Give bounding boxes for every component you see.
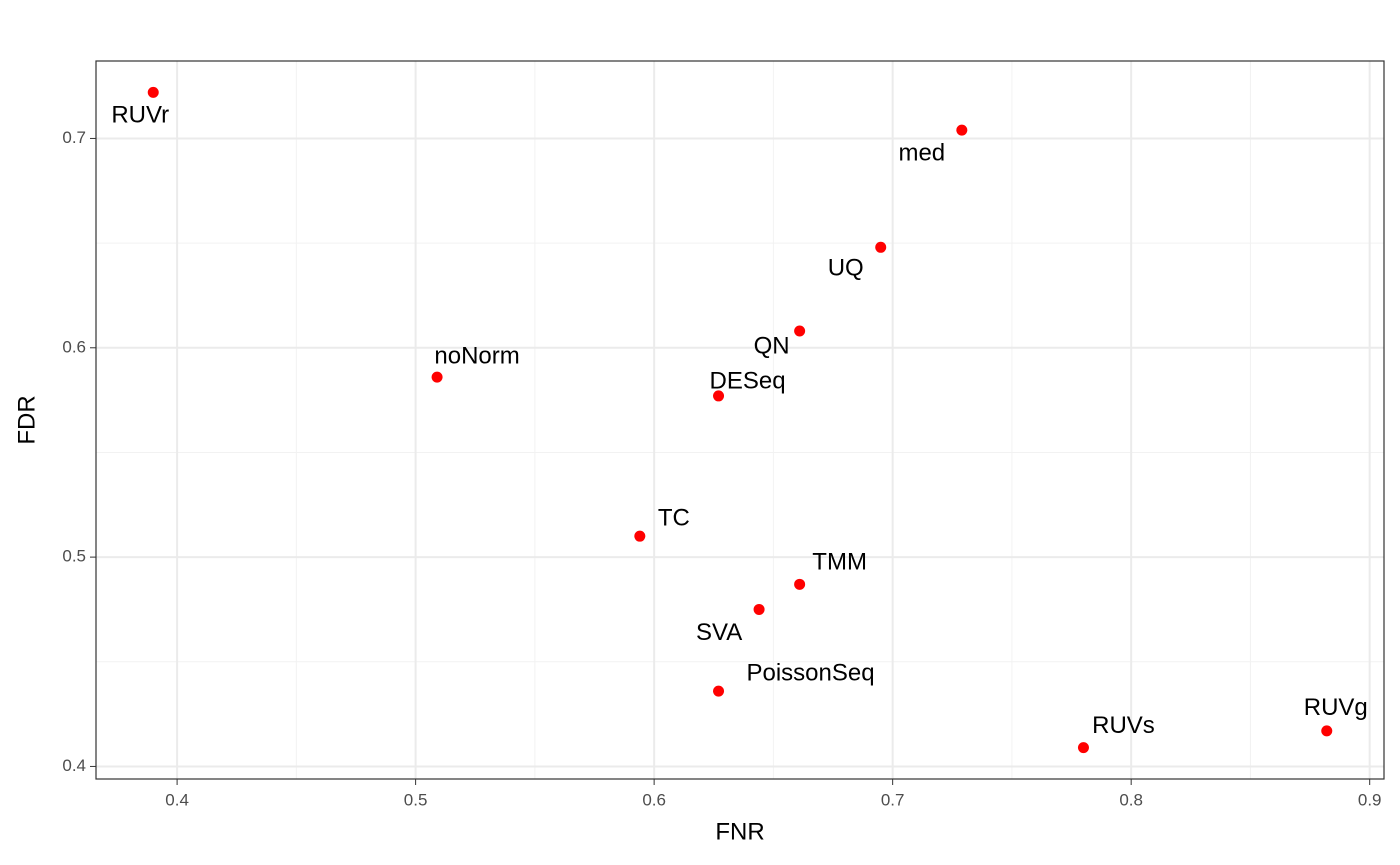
- point-label: RUVs: [1092, 712, 1155, 739]
- x-tick-label: 0.6: [642, 790, 666, 809]
- point-label: RUVg: [1304, 694, 1368, 721]
- point: [956, 124, 968, 136]
- point-label: UQ: [828, 255, 864, 282]
- y-axis-title: FDR: [13, 395, 40, 444]
- y-tick-label: 0.4: [62, 756, 86, 775]
- point-label: med: [898, 139, 945, 166]
- x-tick-label: 0.7: [881, 790, 905, 809]
- point: [634, 530, 646, 542]
- y-tick-label: 0.6: [62, 337, 86, 356]
- point: [1077, 742, 1089, 754]
- x-tick-label: 0.9: [1358, 790, 1382, 809]
- x-tick-label: 0.8: [1119, 790, 1143, 809]
- x-axis-title: FNR: [715, 818, 764, 845]
- y-tick-label: 0.5: [62, 547, 86, 566]
- point: [431, 371, 443, 383]
- point-label: DESeq: [710, 367, 786, 394]
- point: [713, 390, 725, 402]
- point: [147, 86, 159, 98]
- point-label: TC: [658, 505, 690, 532]
- y-tick-label: 0.7: [62, 128, 86, 147]
- plot-border: [95, 60, 1385, 780]
- point-label: noNorm: [434, 342, 519, 369]
- point-label: RUVr: [111, 102, 169, 129]
- point: [753, 603, 765, 615]
- point-label: SVA: [696, 619, 742, 646]
- x-tick-label: 0.4: [165, 790, 189, 809]
- point: [1321, 725, 1333, 737]
- point-label: PoissonSeq: [746, 659, 874, 686]
- point-label: QN: [754, 332, 790, 359]
- point: [794, 578, 806, 590]
- point: [794, 325, 806, 337]
- point-label: TMM: [812, 549, 867, 576]
- x-tick-label: 0.5: [404, 790, 428, 809]
- point: [875, 241, 887, 253]
- point: [713, 685, 725, 697]
